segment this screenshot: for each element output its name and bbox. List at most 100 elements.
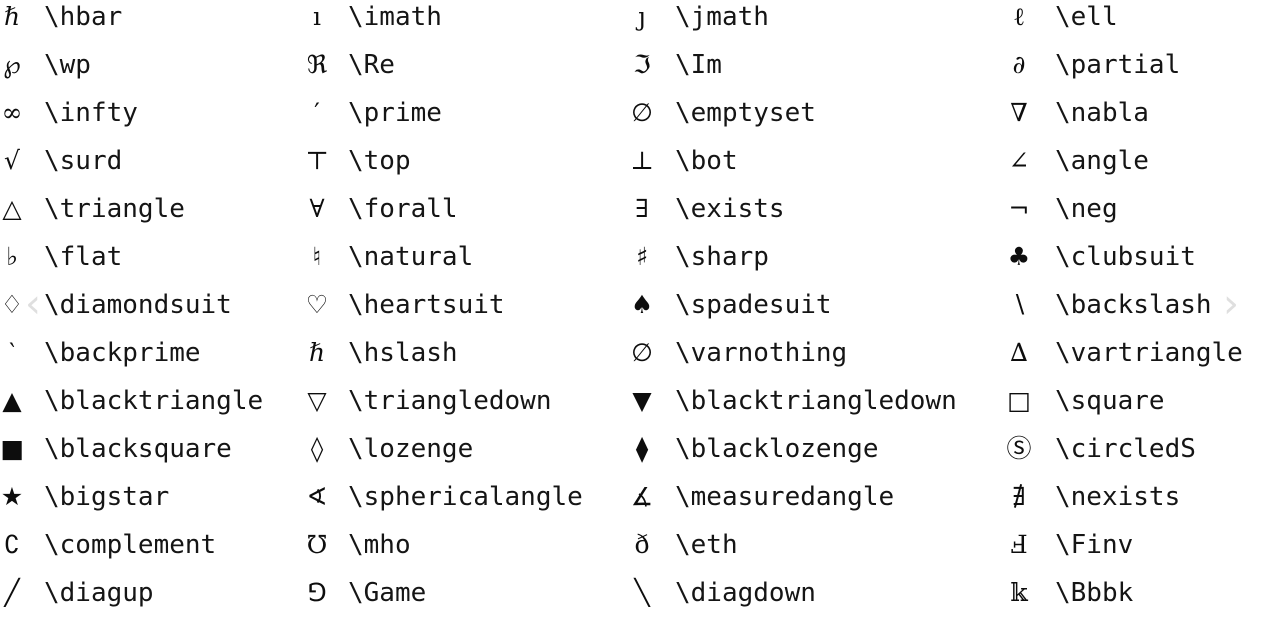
symbol-row: ♭ \flat ♮ \natural ♯ \sharp ♣ \clubsuit bbox=[0, 240, 1264, 288]
symbol-command: \eth bbox=[675, 530, 738, 560]
symbol-glyph: ℜ bbox=[306, 50, 328, 79]
symbol-command: \complement bbox=[44, 530, 217, 560]
symbol-glyph: ∇ bbox=[1010, 98, 1028, 127]
symbol-command: \lozenge bbox=[348, 434, 474, 464]
symbol-glyph: Ⅎ bbox=[1010, 530, 1028, 559]
symbol-command: \backslash bbox=[1055, 290, 1212, 320]
symbol-glyph: ★ bbox=[0, 482, 24, 511]
symbol-command: \square bbox=[1055, 386, 1165, 416]
symbol-row: ╱ \diagup ⅁ \Game ╲ \diagdown 𝕜 \Bbbk bbox=[0, 576, 1264, 624]
symbol-command: \bot bbox=[675, 146, 738, 176]
symbol-command: \exists bbox=[675, 194, 785, 224]
symbol-command: \spadesuit bbox=[675, 290, 832, 320]
symbol-row: ★ \bigstar ∢ \sphericalangle ∡ \measured… bbox=[0, 480, 1264, 528]
symbol-glyph: ╲ bbox=[634, 578, 650, 607]
symbol-glyph: ‵ bbox=[9, 338, 15, 367]
symbol-glyph: ♮ bbox=[312, 242, 322, 271]
symbol-glyph: ♣ bbox=[1007, 242, 1031, 271]
symbol-command: \wp bbox=[44, 50, 91, 80]
symbol-glyph: ı bbox=[313, 2, 321, 31]
symbol-glyph: ∃ bbox=[635, 194, 649, 223]
symbol-command: \emptyset bbox=[675, 98, 816, 128]
symbol-glyph: ♠ bbox=[630, 290, 654, 319]
next-arrow-icon[interactable]: › bbox=[1223, 281, 1239, 327]
symbol-glyph: ∂ bbox=[1012, 50, 1026, 79]
symbol-glyph: ∅ bbox=[631, 98, 653, 127]
symbol-glyph: ð bbox=[634, 530, 650, 559]
symbol-command: \Bbbk bbox=[1055, 578, 1134, 608]
symbol-glyph: ∅ bbox=[631, 338, 653, 367]
previous-arrow-icon[interactable]: ‹ bbox=[25, 281, 41, 327]
symbol-command: \Finv bbox=[1055, 530, 1134, 560]
symbol-glyph: ▲ bbox=[2, 386, 22, 415]
symbol-command: \forall bbox=[348, 194, 458, 224]
symbol-glyph: ▼ bbox=[632, 386, 652, 415]
symbol-row: ■ \blacksquare ◊ \lozenge ⧫ \blacklozeng… bbox=[0, 432, 1264, 480]
symbol-command: \varnothing bbox=[675, 338, 848, 368]
symbol-command: \top bbox=[348, 146, 411, 176]
symbol-command: \blacklozenge bbox=[675, 434, 879, 464]
symbol-glyph: ∄ bbox=[1012, 482, 1026, 511]
symbol-glyph: ♯ bbox=[635, 242, 649, 271]
symbol-command: \sphericalangle bbox=[348, 482, 583, 512]
symbol-command: \mho bbox=[348, 530, 411, 560]
symbol-glyph: 𝕜 bbox=[1010, 578, 1028, 607]
symbol-glyph: ⅁ bbox=[307, 578, 327, 607]
symbol-command: \neg bbox=[1055, 194, 1118, 224]
symbol-command: \hbar bbox=[44, 2, 123, 32]
symbol-command: \circledS bbox=[1055, 434, 1196, 464]
symbol-command: \diagup bbox=[44, 578, 154, 608]
symbol-glyph: ℘ bbox=[3, 50, 21, 79]
symbol-command: \nexists bbox=[1055, 482, 1181, 512]
symbol-command: \flat bbox=[44, 242, 123, 272]
symbol-glyph: ⊥ bbox=[630, 146, 654, 175]
symbol-command: \clubsuit bbox=[1055, 242, 1196, 272]
symbol-glyph: ℏ bbox=[3, 2, 21, 31]
symbol-command: \Re bbox=[348, 50, 395, 80]
symbol-glyph: Ⓢ bbox=[1006, 434, 1032, 463]
symbol-command: \blacksquare bbox=[44, 434, 232, 464]
symbol-command: \heartsuit bbox=[348, 290, 505, 320]
symbol-glyph: □ bbox=[1007, 386, 1031, 415]
symbol-glyph: △ bbox=[2, 194, 22, 223]
symbol-command: \nabla bbox=[1055, 98, 1149, 128]
symbol-glyph: ℧ bbox=[306, 530, 328, 559]
symbol-glyph: ♢ bbox=[0, 290, 24, 319]
symbol-command: \vartriangle bbox=[1055, 338, 1243, 368]
symbol-glyph: ∖ bbox=[1011, 290, 1027, 319]
symbol-command: \partial bbox=[1055, 50, 1181, 80]
symbol-command: \diamondsuit bbox=[44, 290, 232, 320]
symbol-row: ℘ \wp ℜ \Re ℑ \Im ∂ \partial bbox=[0, 48, 1264, 96]
symbol-command: \Game bbox=[348, 578, 427, 608]
symbol-glyph: ╱ bbox=[4, 578, 20, 607]
symbol-command: \hslash bbox=[348, 338, 458, 368]
symbol-glyph: ■ bbox=[0, 434, 24, 463]
symbol-row: ℏ \hbar ı \imath ȷ \jmath ℓ \ell bbox=[0, 0, 1264, 48]
symbol-row: ‵ \backprime ℏ \hslash ∅ \varnothing ∆ \… bbox=[0, 336, 1264, 384]
symbol-command: \Im bbox=[675, 50, 722, 80]
symbol-row: √ \surd ⊤ \top ⊥ \bot ∠ \angle bbox=[0, 144, 1264, 192]
symbol-command: \diagdown bbox=[675, 578, 816, 608]
symbol-glyph: ℏ bbox=[308, 338, 326, 367]
symbol-row: ∁ \complement ℧ \mho ð \eth Ⅎ \Finv bbox=[0, 528, 1264, 576]
symbol-glyph: ∆ bbox=[1010, 338, 1028, 367]
symbol-glyph: ⊤ bbox=[305, 146, 329, 175]
symbol-row: ▲ \blacktriangle ▽ \triangledown ▼ \blac… bbox=[0, 384, 1264, 432]
symbol-row: ♢ \diamondsuit ♡ \heartsuit ♠ \spadesuit… bbox=[0, 288, 1264, 336]
symbol-command: \sharp bbox=[675, 242, 769, 272]
symbol-glyph: ∢ bbox=[306, 482, 328, 511]
symbol-command: \surd bbox=[44, 146, 123, 176]
symbol-glyph: ∡ bbox=[630, 482, 654, 511]
symbol-command: \infty bbox=[44, 98, 138, 128]
symbol-command: \imath bbox=[348, 2, 442, 32]
symbol-glyph: ℓ bbox=[1013, 2, 1025, 31]
symbol-command: \ell bbox=[1055, 2, 1118, 32]
symbol-glyph: √ bbox=[4, 146, 20, 175]
symbol-glyph: ′ bbox=[314, 98, 320, 127]
symbol-command: \triangledown bbox=[348, 386, 552, 416]
symbol-glyph: ∀ bbox=[309, 194, 325, 223]
symbol-glyph: ∠ bbox=[1008, 146, 1030, 175]
symbol-glyph: ◊ bbox=[310, 434, 324, 463]
symbol-command: \angle bbox=[1055, 146, 1149, 176]
